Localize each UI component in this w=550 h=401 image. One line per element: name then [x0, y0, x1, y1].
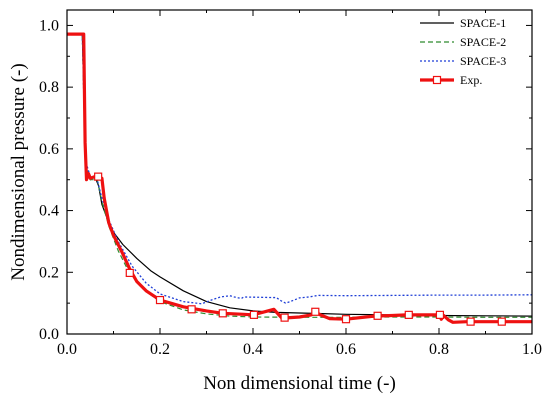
y-tick-label: 0.6 [39, 141, 59, 158]
legend-label: Exp. [460, 73, 482, 87]
x-tick-label: 0.0 [57, 341, 77, 358]
data-marker [218, 309, 227, 318]
legend-label: SPACE-3 [460, 54, 506, 68]
data-marker [280, 313, 289, 322]
data-marker [466, 317, 475, 326]
tick-layer: 0.0 0.2 0.4 0.6 0.8 1.0 0.0 0.2 0.4 0.6 0.8 1.0 [39, 10, 542, 358]
series-line-space-3 [67, 33, 532, 305]
x-axis-title: Non dimensional time (-) [203, 373, 396, 394]
y-axis-title: Nondimensional pressure (-) [8, 63, 29, 280]
data-marker [497, 317, 506, 326]
y-tick-label: 0.4 [39, 203, 59, 220]
data-marker [404, 310, 413, 319]
data-marker [435, 310, 445, 319]
data-marker [249, 310, 259, 319]
y-tick-label: 0.2 [39, 264, 59, 281]
x-tick-label: 0.8 [429, 341, 449, 358]
series-layer [67, 32, 532, 326]
data-marker [125, 268, 134, 278]
x-tick-label: 0.6 [336, 341, 356, 358]
legend: SPACE-1 SPACE-2 SPACE-3 Exp. [420, 16, 506, 87]
x-tick-label: 0.2 [150, 341, 170, 358]
data-marker [341, 315, 351, 324]
x-tick-label: 1.0 [522, 341, 542, 358]
data-marker [155, 295, 165, 305]
data-marker [373, 311, 382, 320]
data-marker [187, 305, 196, 314]
legend-label: SPACE-2 [460, 35, 506, 49]
legend-marker [432, 75, 442, 85]
y-tick-label: 1.0 [39, 17, 59, 34]
legend-label: SPACE-1 [460, 16, 506, 30]
y-tick-label: 0.0 [39, 326, 59, 343]
data-marker [94, 172, 103, 181]
data-marker [311, 307, 320, 316]
y-tick-label: 0.8 [39, 79, 59, 96]
x-tick-label: 0.4 [243, 341, 263, 358]
